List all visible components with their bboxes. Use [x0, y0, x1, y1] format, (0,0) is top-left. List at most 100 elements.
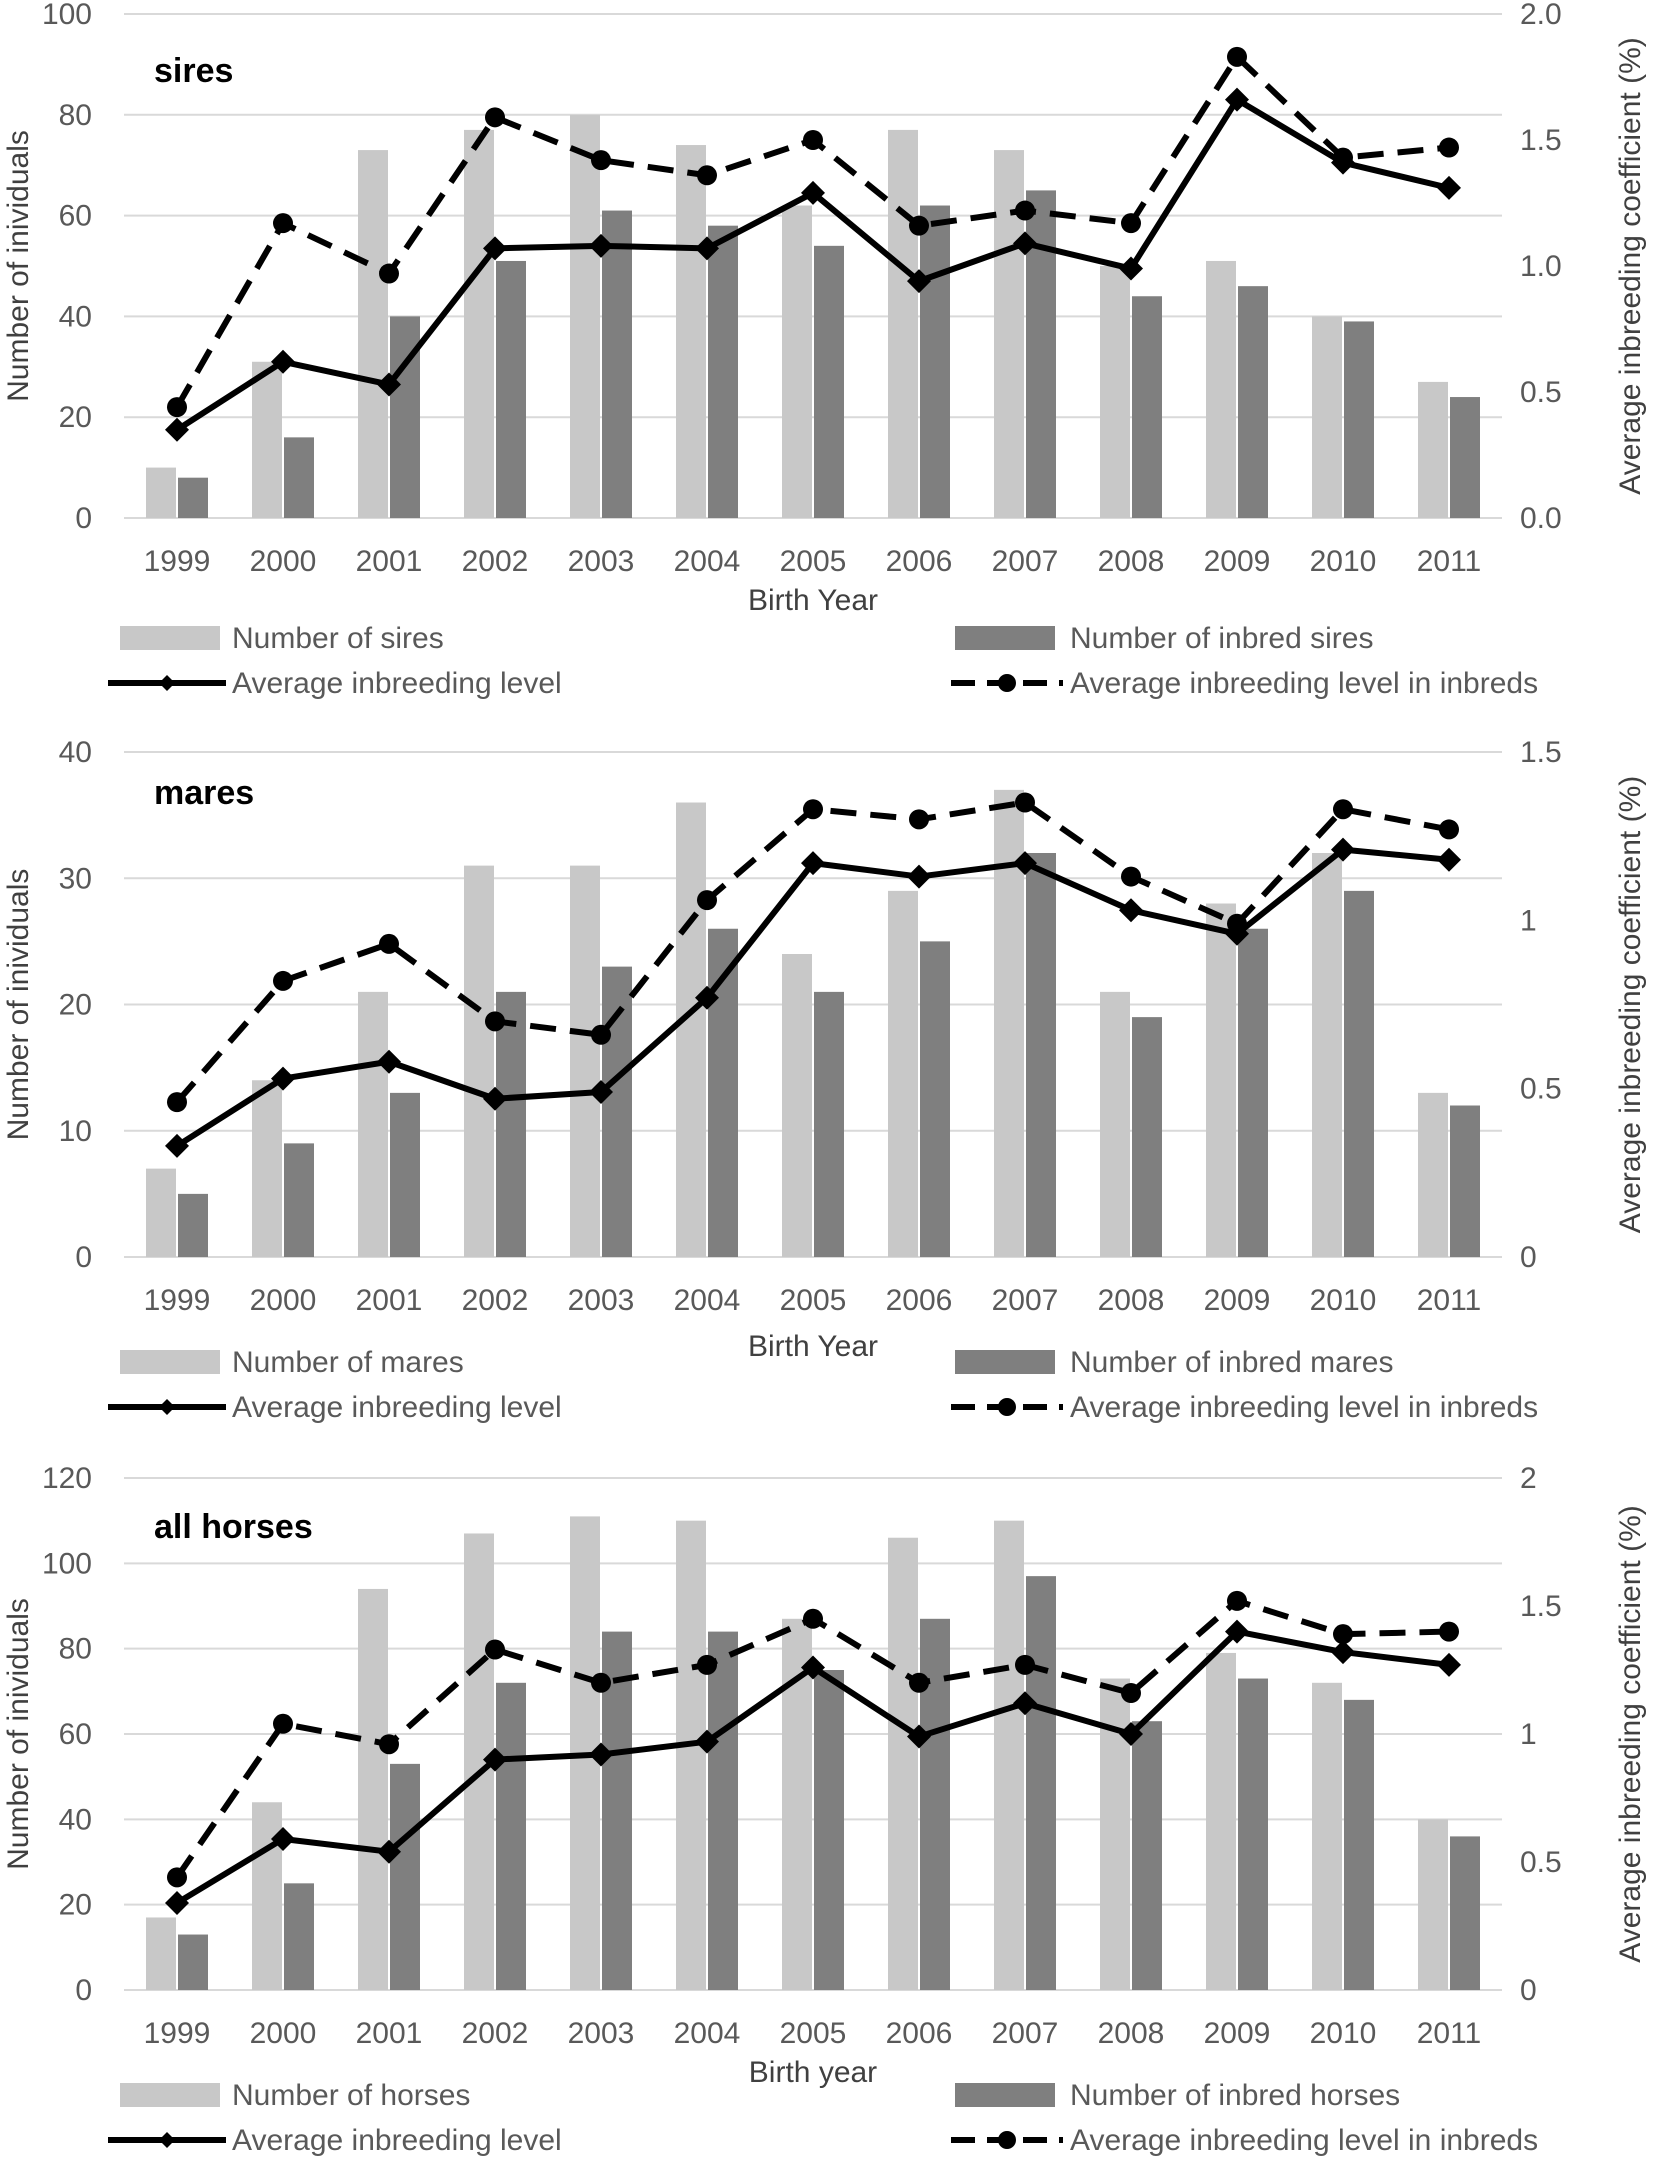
- point-average: [1013, 1691, 1037, 1716]
- x-tick-label: 2011: [1417, 545, 1482, 578]
- y2-tick-label: 1: [1520, 1718, 1537, 1751]
- x-tick-label: 2010: [1310, 1284, 1377, 1317]
- point-inbreds: [1333, 147, 1353, 168]
- point-inbreds: [909, 215, 929, 236]
- y2-tick-label: 1: [1520, 904, 1537, 937]
- point-average: [1437, 847, 1461, 872]
- x-tick-label: 1999: [144, 1284, 211, 1317]
- bar-inbred: [178, 477, 208, 518]
- point-average: [589, 233, 613, 258]
- bar-inbred: [814, 245, 844, 518]
- point-average: [1119, 256, 1143, 281]
- point-average: [1437, 1652, 1461, 1677]
- legend-swatch-total: [120, 1350, 220, 1374]
- bar-total: [146, 467, 176, 518]
- point-inbreds: [803, 799, 823, 820]
- x-tick-label: 2009: [1204, 2017, 1271, 2050]
- bar-inbred: [920, 941, 950, 1257]
- y-tick-label: 40: [59, 300, 92, 333]
- point-inbreds: [803, 130, 823, 150]
- legend-label: Average inbreeding level: [232, 667, 562, 700]
- x-tick-label: 2001: [356, 2017, 423, 2050]
- x-tick-label: 2010: [1310, 545, 1377, 578]
- point-average: [377, 1839, 401, 1864]
- x-tick-label: 2008: [1098, 545, 1165, 578]
- y2-tick-label: 1.5: [1520, 124, 1562, 157]
- y-tick-label: 60: [59, 1718, 92, 1751]
- x-tick-label: 2002: [462, 2017, 529, 2050]
- point-average: [271, 1066, 295, 1091]
- bar-total: [464, 865, 494, 1257]
- bar-inbred: [1450, 397, 1480, 518]
- point-average: [1331, 837, 1355, 862]
- y-tick-label: 100: [42, 1547, 92, 1580]
- legend-swatch-inbred: [955, 2083, 1055, 2107]
- panel-title: mares: [154, 774, 254, 812]
- point-average: [271, 1826, 295, 1851]
- bar-total: [146, 1168, 176, 1257]
- bar-total: [1312, 1682, 1342, 1990]
- y2-tick-label: 2.0: [1520, 0, 1562, 31]
- y-tick-label: 80: [59, 99, 92, 132]
- x-tick-label: 2006: [886, 545, 953, 578]
- y-tick-label: 0: [75, 1241, 92, 1274]
- bar-total: [252, 1080, 282, 1257]
- bar-total: [464, 129, 494, 519]
- y-tick-label: 120: [42, 1462, 92, 1495]
- bar-total: [252, 361, 282, 518]
- y-axis-title: Number of inividuals: [2, 130, 35, 402]
- bar-inbred: [284, 1883, 314, 1990]
- bar-total: [888, 890, 918, 1257]
- bar-inbred: [814, 1670, 844, 1990]
- bar-total: [994, 1520, 1024, 1990]
- x-tick-label: 2001: [356, 1284, 423, 1317]
- bar-total: [676, 802, 706, 1257]
- x-tick-label: 2004: [674, 2017, 741, 2050]
- point-inbreds: [485, 107, 505, 128]
- point-inbreds: [485, 1639, 505, 1660]
- point-inbreds: [1015, 200, 1035, 221]
- y-axis-title: Number of inividuals: [2, 869, 35, 1141]
- point-inbreds: [697, 165, 717, 186]
- y2-axis-title: Average inbreeding coefficient (%): [1614, 1505, 1647, 1963]
- point-inbreds: [1227, 913, 1247, 934]
- point-average: [907, 269, 931, 294]
- point-average: [801, 851, 825, 876]
- bar-total: [782, 954, 812, 1257]
- y-axis-title: Number of inividuals: [2, 1598, 35, 1870]
- point-inbreds: [1015, 792, 1035, 813]
- y-tick-label: 60: [59, 200, 92, 233]
- bar-inbred: [178, 1193, 208, 1257]
- y-tick-label: 20: [59, 401, 92, 434]
- point-inbreds: [591, 150, 611, 171]
- x-tick-label: 2010: [1310, 2017, 1377, 2050]
- point-inbreds: [1439, 819, 1459, 840]
- x-tick-label: 2009: [1204, 1284, 1271, 1317]
- y2-tick-label: 0.5: [1520, 376, 1562, 409]
- point-average: [377, 1049, 401, 1074]
- point-inbreds: [1333, 1624, 1353, 1645]
- legend-label: Average inbreeding level in inbreds: [1070, 2124, 1538, 2157]
- legend-label: Number of inbred sires: [1070, 622, 1373, 655]
- legend-label: Average inbreeding level in inbreds: [1070, 667, 1538, 700]
- legend-label: Number of inbred mares: [1070, 1346, 1393, 1379]
- point-average: [589, 1080, 613, 1105]
- point-average: [1013, 851, 1037, 876]
- bar-inbred: [390, 1092, 420, 1257]
- x-tick-label: 2008: [1098, 1284, 1165, 1317]
- chart-panel-mares: 0 10 20 30 40 0 0.5 1 1.5 1999 2000 2001 2002 2003 200…: [2, 736, 1647, 1424]
- point-inbreds: [1439, 137, 1459, 158]
- point-inbreds: [697, 1654, 717, 1675]
- bar-total: [1206, 260, 1236, 518]
- point-average: [695, 236, 719, 261]
- bar-total: [252, 1802, 282, 1990]
- bar-inbred: [708, 1631, 738, 1990]
- y-tick-label: 30: [59, 862, 92, 895]
- bar-inbred: [390, 1763, 420, 1990]
- y-tick-label: 40: [59, 1803, 92, 1836]
- y2-tick-label: 0.5: [1520, 1846, 1562, 1879]
- bar-total: [676, 1520, 706, 1990]
- bar-total: [358, 1588, 388, 1990]
- point-inbreds: [1439, 1621, 1459, 1642]
- x-axis-title: Birth Year: [748, 584, 878, 617]
